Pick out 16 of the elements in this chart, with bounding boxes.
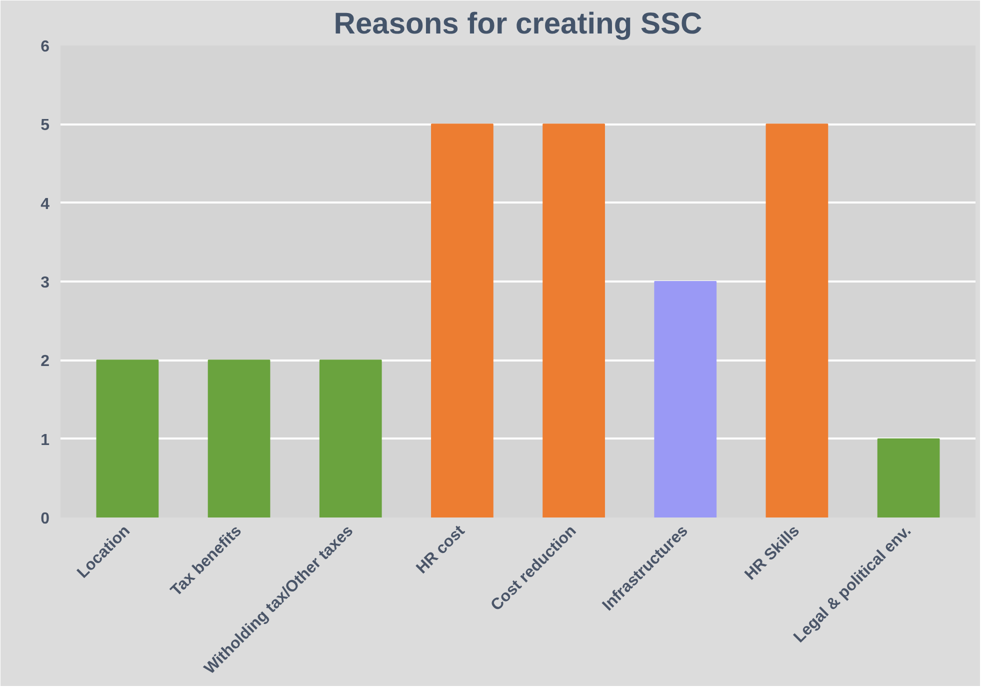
y-tick-label: 4 bbox=[40, 196, 50, 213]
bar bbox=[431, 124, 494, 518]
y-tick-label: 5 bbox=[40, 117, 50, 134]
y-tick-label: 2 bbox=[40, 353, 50, 370]
y-tick-label: 0 bbox=[40, 510, 50, 528]
bar bbox=[319, 360, 382, 518]
bar bbox=[654, 281, 717, 518]
bar bbox=[877, 438, 940, 518]
y-tick-label: 3 bbox=[40, 274, 50, 292]
bar bbox=[96, 360, 159, 518]
y-tick-label: 6 bbox=[40, 38, 50, 56]
bar bbox=[208, 360, 270, 518]
y-tick-label: 1 bbox=[40, 432, 50, 449]
bar bbox=[766, 124, 828, 518]
bar bbox=[542, 124, 605, 518]
chart-title: Reasons for creating SSC bbox=[334, 8, 702, 40]
